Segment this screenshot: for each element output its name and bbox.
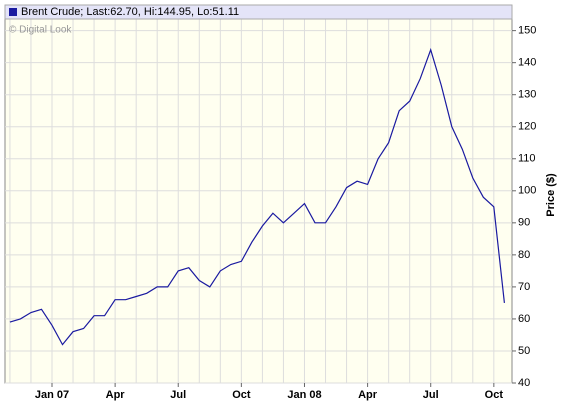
price-line	[9, 47, 505, 346]
y-tick-label: 120	[518, 121, 536, 133]
y-tick-label: 110	[518, 153, 536, 165]
y-tick-label: 130	[518, 89, 536, 101]
y-axis-label: Price ($)	[545, 173, 557, 217]
x-tick-label: Oct	[485, 389, 504, 401]
x-tick-label: Jan 07	[35, 389, 69, 401]
y-tick-label: 90	[518, 217, 530, 229]
y-tick-label: 100	[518, 185, 536, 197]
legend-bar	[4, 4, 513, 20]
plot-area	[4, 4, 513, 384]
x-tick-label: Jul	[170, 389, 186, 401]
y-tick-label: 80	[518, 249, 530, 261]
legend-swatch	[9, 8, 17, 16]
y-tick-label: 70	[518, 281, 530, 293]
x-tick-label: Jan 08	[287, 389, 321, 401]
x-tick-label: Oct	[232, 389, 251, 401]
legend-text: Brent Crude; Last:62.70, Hi:144.95, Lo:5…	[21, 6, 239, 18]
x-tick-label: Apr	[106, 389, 126, 401]
watermark: © Digital Look	[9, 25, 72, 36]
y-tick-label: 60	[518, 313, 530, 325]
y-tick-label: 50	[518, 345, 530, 357]
y-tick-label: 150	[518, 25, 536, 37]
x-tick-label: Jul	[423, 389, 439, 401]
x-tick-label: Apr	[358, 389, 378, 401]
y-tick-label: 140	[518, 57, 536, 69]
y-tick-label: 40	[518, 377, 530, 389]
